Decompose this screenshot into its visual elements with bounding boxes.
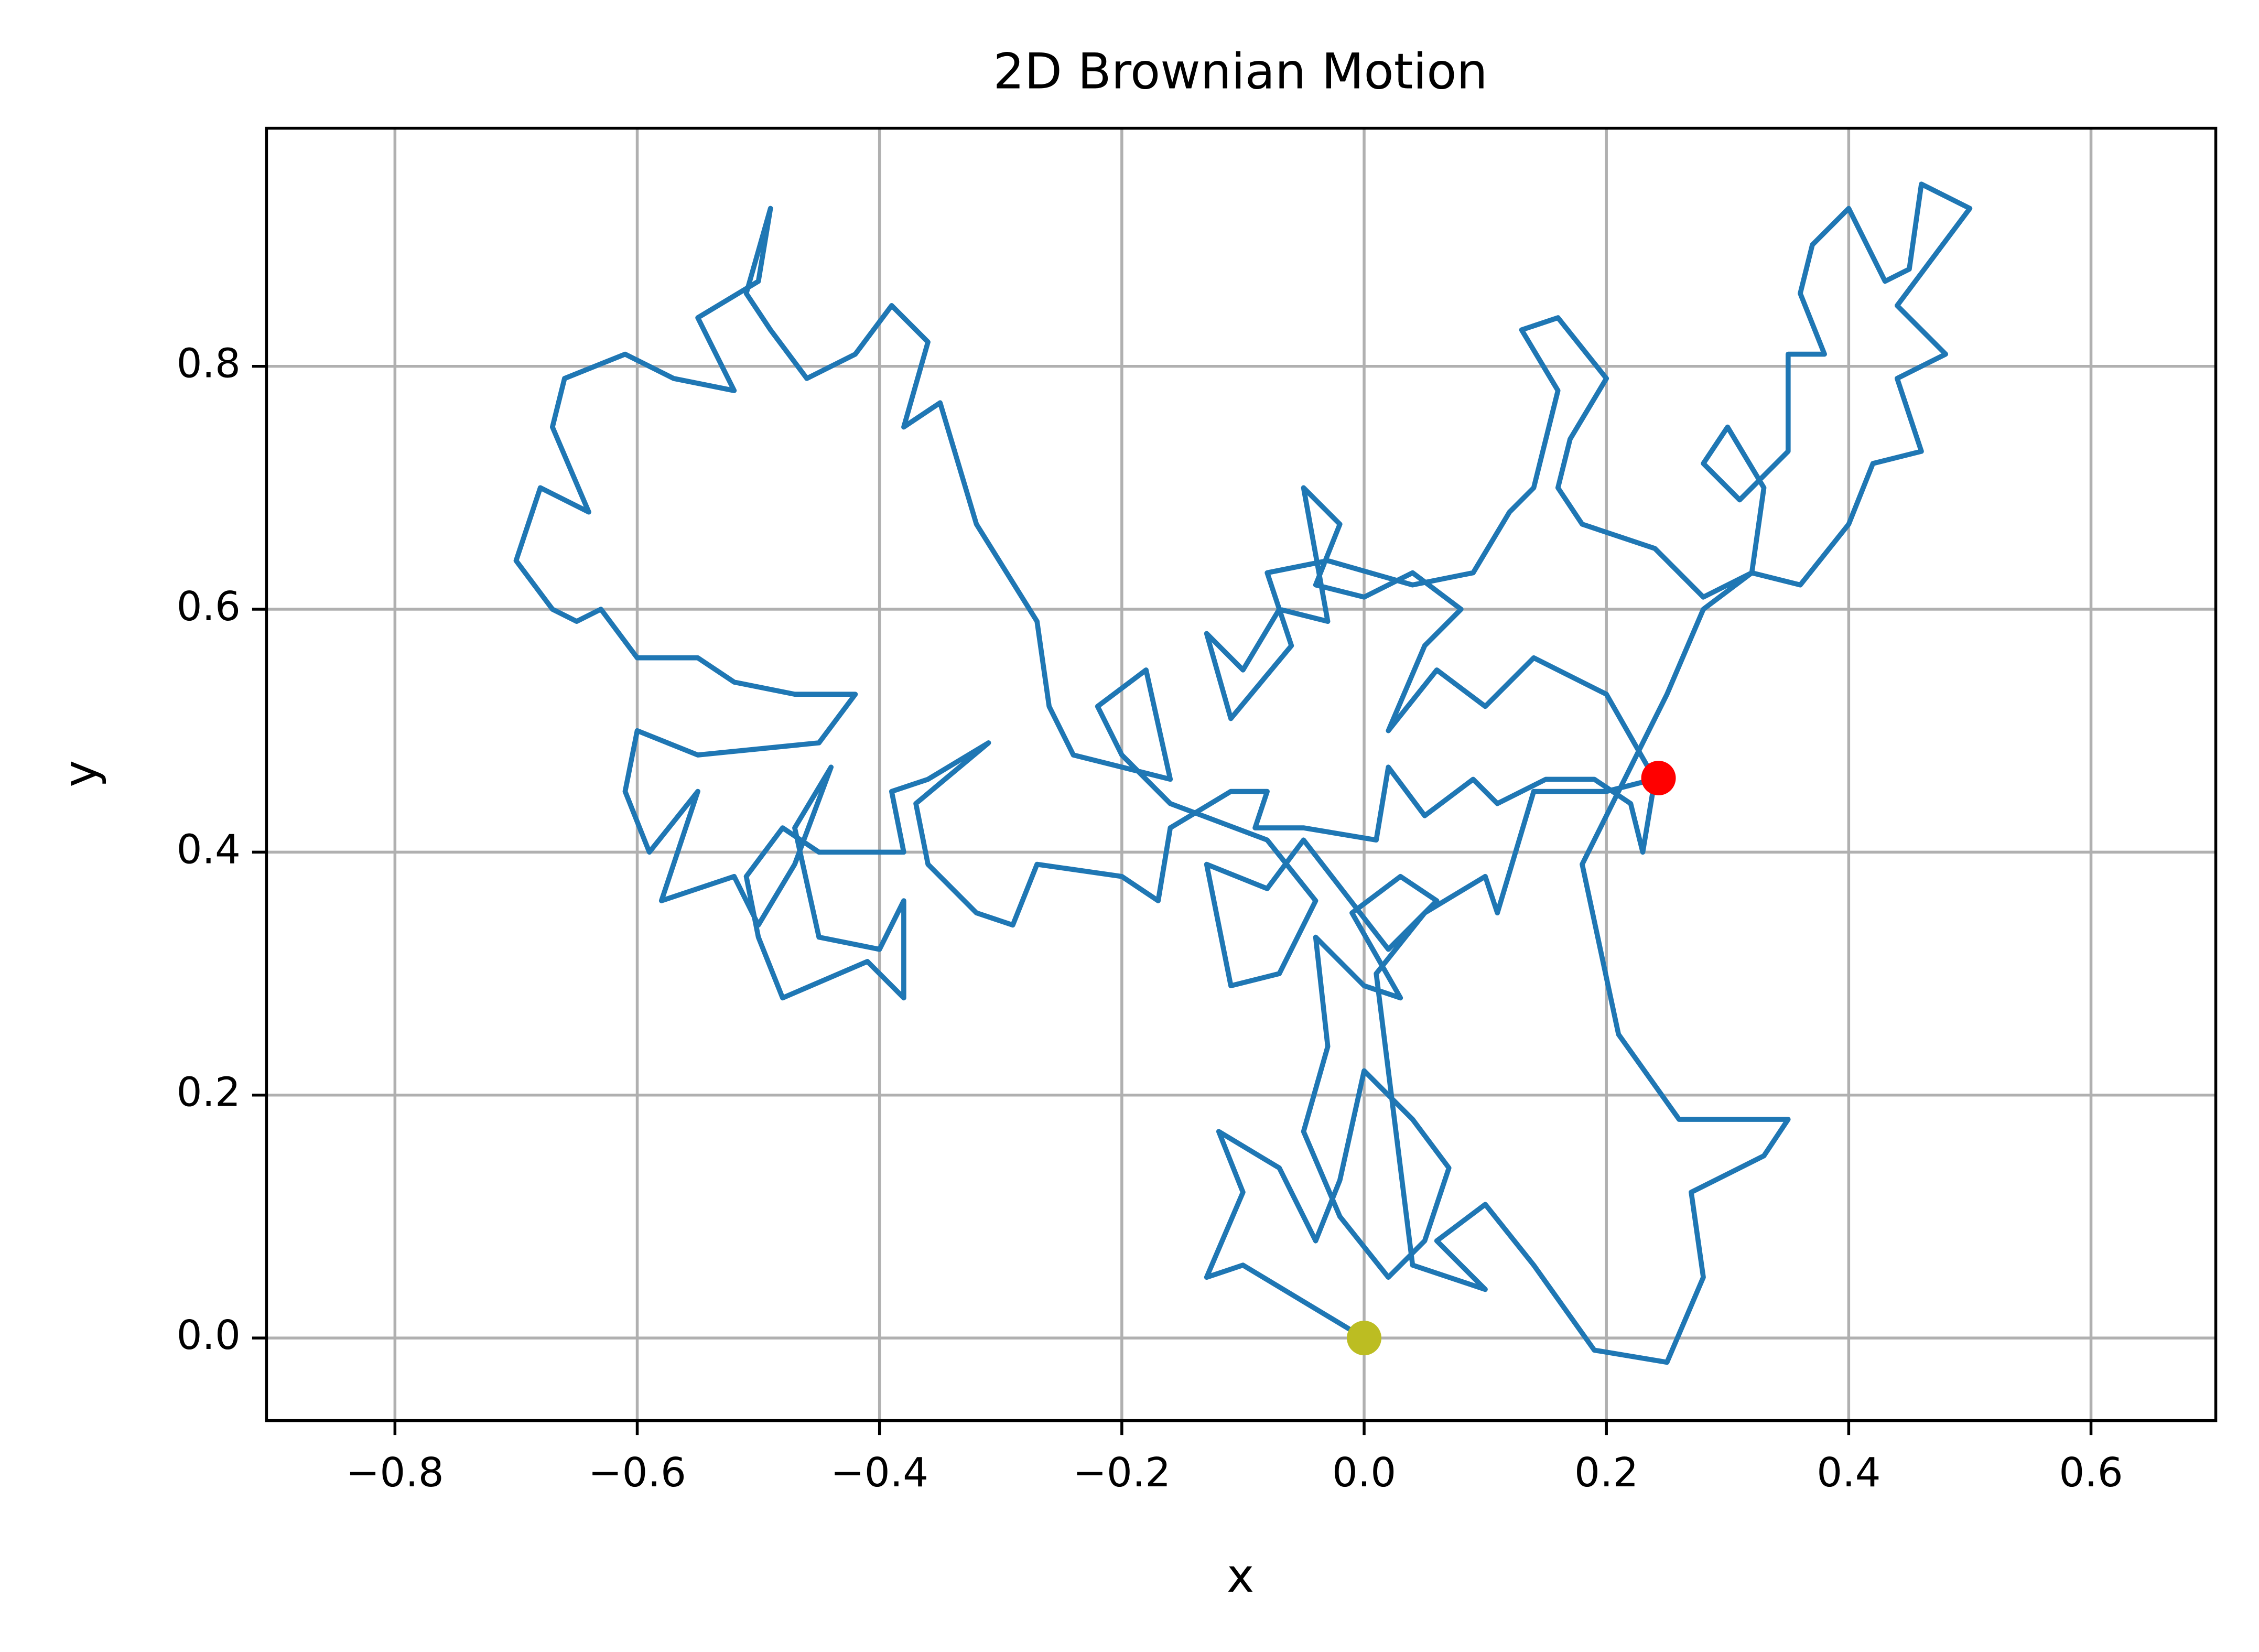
point-marker bbox=[1347, 1321, 1382, 1356]
y-tick-label: 0.4 bbox=[177, 826, 241, 873]
x-tick-label: 0.2 bbox=[1574, 1450, 1638, 1496]
x-axis-label: x bbox=[1227, 1549, 1254, 1603]
ticks: −0.8 −0.6 −0.4 −0.2 0.0 0.2 0.4 0.6 0.0 0.2 0.4 0.6… bbox=[177, 341, 2123, 1496]
y-tick-label: 0.6 bbox=[177, 584, 241, 630]
x-tick-label: −0.6 bbox=[588, 1450, 686, 1496]
grid bbox=[266, 128, 2216, 1421]
x-tick-label: −0.2 bbox=[1073, 1450, 1171, 1496]
x-tick-label: −0.4 bbox=[830, 1450, 928, 1496]
x-tick-label: −0.8 bbox=[346, 1450, 444, 1496]
axes-frame bbox=[265, 126, 2218, 1422]
point-marker bbox=[1641, 761, 1676, 796]
y-tick-label: 0.8 bbox=[177, 341, 241, 387]
y-tick-label: 0.2 bbox=[177, 1070, 241, 1116]
trajectory-line bbox=[513, 181, 1973, 1365]
plot-area bbox=[513, 181, 1973, 1365]
y-tick-label: 0.0 bbox=[177, 1312, 241, 1359]
chart-title: 2D Brownian Motion bbox=[993, 43, 1488, 100]
x-tick-label: 0.0 bbox=[1332, 1450, 1396, 1496]
x-tick-label: 0.6 bbox=[2059, 1450, 2123, 1496]
x-tick-label: 0.4 bbox=[1817, 1450, 1880, 1496]
y-axis-label: y bbox=[53, 760, 107, 787]
